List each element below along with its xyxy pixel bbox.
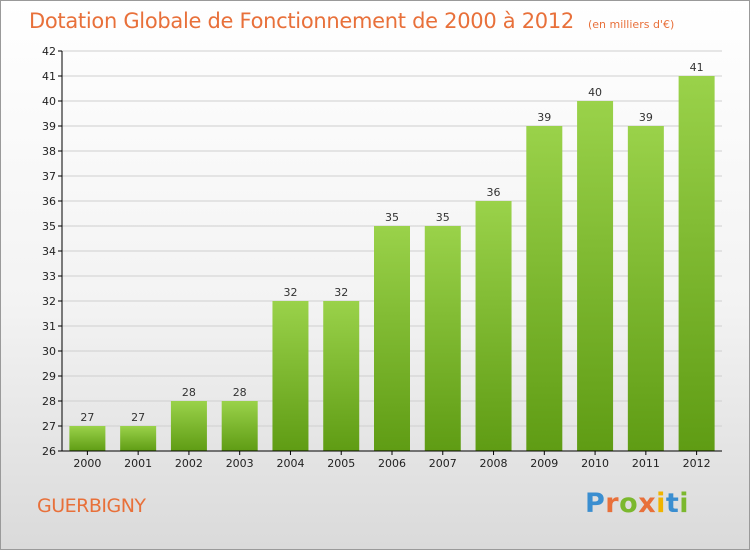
bar-2005 xyxy=(323,301,360,451)
value-label: 40 xyxy=(588,86,602,99)
y-tick-label: 34 xyxy=(42,245,56,258)
x-tick-label: 2009 xyxy=(530,457,558,470)
bar-2000 xyxy=(69,426,106,451)
y-tick-label: 37 xyxy=(42,170,56,183)
value-label: 39 xyxy=(537,111,551,124)
y-tick-labels: 26 27 28 29 30 31 32 33 34 35 36 37 38 39 40 41 42 xyxy=(42,45,56,458)
x-tick-label: 2010 xyxy=(581,457,609,470)
x-tick-label: 2007 xyxy=(429,457,457,470)
bar-2008 xyxy=(475,201,512,451)
x-tick-label: 2002 xyxy=(175,457,203,470)
value-label: 32 xyxy=(334,286,348,299)
x-tick-labels: 2000 2001 2002 2003 2004 2005 2006 2007 2008 2009… xyxy=(73,457,710,470)
y-tick-label: 27 xyxy=(42,420,56,433)
value-label: 27 xyxy=(131,411,145,424)
logo-letter: r xyxy=(605,488,620,519)
x-tick-label: 2012 xyxy=(683,457,711,470)
value-label: 35 xyxy=(436,211,450,224)
x-tick-label: 2000 xyxy=(73,457,101,470)
value-label: 28 xyxy=(182,386,196,399)
bar-2004 xyxy=(272,301,309,451)
bar-2010 xyxy=(577,101,614,451)
chart-subtitle: (en milliers d'€) xyxy=(587,18,675,31)
value-label: 39 xyxy=(639,111,653,124)
y-tick-label: 38 xyxy=(42,145,56,158)
logo-letter: i xyxy=(656,488,666,519)
value-label: 32 xyxy=(283,286,297,299)
proxiti-logo: Proxiti xyxy=(585,488,689,519)
y-tick-label: 30 xyxy=(42,345,56,358)
y-tick-label: 31 xyxy=(42,320,56,333)
y-tick-label: 36 xyxy=(42,195,56,208)
bar-2002 xyxy=(170,401,207,451)
y-tick-label: 41 xyxy=(42,70,56,83)
logo-letter: o xyxy=(619,488,639,519)
y-tick-label: 40 xyxy=(42,95,56,108)
logo-letter: i xyxy=(679,488,690,519)
bar-2007 xyxy=(424,226,461,451)
y-tick-label: 42 xyxy=(42,45,56,58)
value-label: 27 xyxy=(80,411,94,424)
bar-2011 xyxy=(627,126,664,451)
commune-name: GUERBIGNY xyxy=(37,495,146,517)
x-tick-label: 2003 xyxy=(226,457,254,470)
value-label: 35 xyxy=(385,211,399,224)
axes xyxy=(58,50,722,455)
value-label: 41 xyxy=(690,61,704,74)
y-tick-label: 32 xyxy=(42,295,56,308)
y-tick-label: 29 xyxy=(42,370,56,383)
x-tick-label: 2001 xyxy=(124,457,152,470)
x-tick-label: 2004 xyxy=(276,457,304,470)
value-labels: 27 27 28 28 32 32 35 35 36 39 40 39 41 xyxy=(80,61,703,424)
bar-2003 xyxy=(221,401,258,451)
x-tick-label: 2005 xyxy=(327,457,355,470)
y-tick-label: 26 xyxy=(42,445,56,458)
x-tick-label: 2011 xyxy=(632,457,660,470)
title-row: Dotation Globale de Fonctionnement de 20… xyxy=(29,9,674,33)
value-label: 28 xyxy=(233,386,247,399)
logo-letter: P xyxy=(585,488,606,519)
bar-2012 xyxy=(678,76,715,451)
x-tick-label: 2008 xyxy=(480,457,508,470)
value-label: 36 xyxy=(487,186,501,199)
bars xyxy=(69,76,715,451)
bar-2006 xyxy=(374,226,410,451)
logo-letter: x xyxy=(638,488,657,519)
chart-title: Dotation Globale de Fonctionnement de 20… xyxy=(29,9,574,33)
y-tick-label: 28 xyxy=(42,395,56,408)
x-tick-label: 2006 xyxy=(378,457,406,470)
bar-2009 xyxy=(526,126,563,451)
logo-letter: t xyxy=(665,488,680,519)
y-tick-label: 39 xyxy=(42,120,56,133)
y-tick-label: 35 xyxy=(42,220,56,233)
bar-2001 xyxy=(120,426,157,451)
y-tick-label: 33 xyxy=(42,270,56,283)
